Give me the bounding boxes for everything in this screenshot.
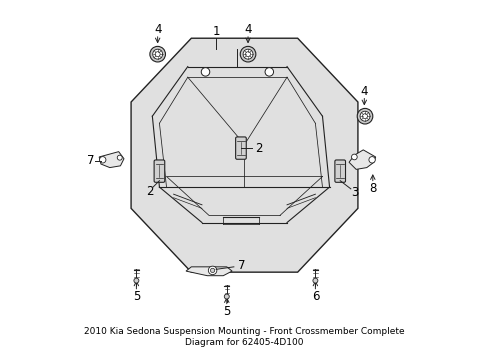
Text: 5: 5 bbox=[223, 305, 230, 318]
Circle shape bbox=[240, 46, 255, 62]
Text: 2010 Kia Sedona Suspension Mounting - Front Crossmember Complete
Diagram for 624: 2010 Kia Sedona Suspension Mounting - Fr… bbox=[84, 327, 404, 347]
Circle shape bbox=[155, 52, 160, 57]
Circle shape bbox=[312, 278, 317, 283]
Circle shape bbox=[368, 157, 374, 163]
Text: 2: 2 bbox=[145, 185, 153, 198]
Text: 2: 2 bbox=[255, 141, 262, 154]
Circle shape bbox=[149, 46, 165, 62]
Circle shape bbox=[208, 266, 216, 275]
Circle shape bbox=[100, 157, 106, 163]
Circle shape bbox=[356, 108, 372, 124]
Text: 7: 7 bbox=[238, 258, 245, 271]
Text: 5: 5 bbox=[132, 290, 140, 303]
Circle shape bbox=[362, 114, 367, 119]
Polygon shape bbox=[131, 38, 357, 272]
FancyBboxPatch shape bbox=[334, 160, 345, 182]
Text: 7: 7 bbox=[86, 154, 94, 167]
Circle shape bbox=[210, 268, 214, 273]
FancyBboxPatch shape bbox=[235, 137, 246, 159]
Circle shape bbox=[351, 154, 356, 160]
Text: 4: 4 bbox=[360, 85, 367, 98]
Polygon shape bbox=[99, 152, 124, 168]
FancyBboxPatch shape bbox=[154, 160, 164, 182]
Text: 1: 1 bbox=[212, 24, 220, 38]
Circle shape bbox=[117, 155, 122, 160]
Circle shape bbox=[152, 49, 163, 59]
Text: 4: 4 bbox=[244, 23, 251, 36]
Polygon shape bbox=[185, 267, 232, 276]
Circle shape bbox=[245, 52, 250, 57]
Circle shape bbox=[264, 68, 273, 76]
Circle shape bbox=[134, 278, 139, 283]
Text: 4: 4 bbox=[154, 23, 161, 36]
Text: 3: 3 bbox=[350, 186, 357, 199]
Circle shape bbox=[359, 111, 369, 121]
Circle shape bbox=[243, 49, 252, 59]
Circle shape bbox=[224, 294, 229, 299]
Text: 8: 8 bbox=[368, 182, 376, 195]
Circle shape bbox=[201, 68, 209, 76]
Text: 6: 6 bbox=[311, 290, 319, 303]
Polygon shape bbox=[348, 150, 375, 169]
